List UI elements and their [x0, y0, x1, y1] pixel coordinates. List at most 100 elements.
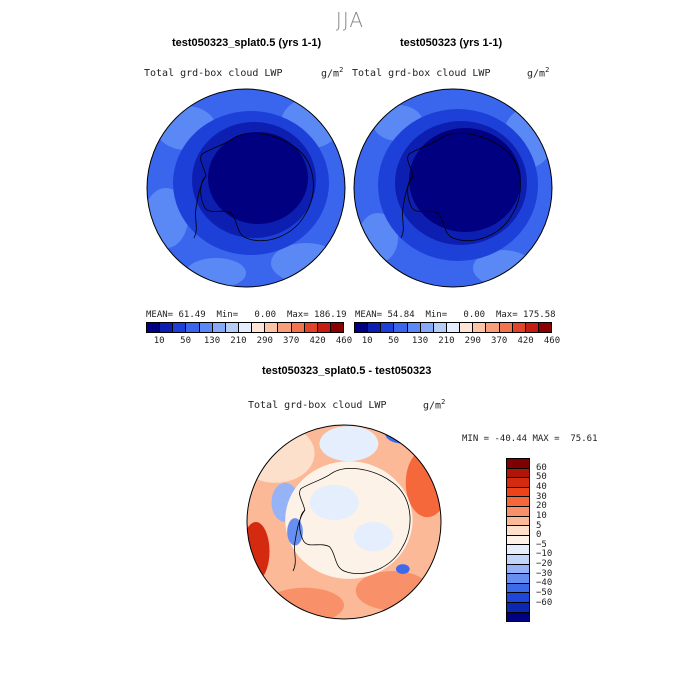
colorbar-swatch	[507, 593, 529, 603]
panel-2-polar-map	[353, 88, 553, 288]
colorbar-swatch	[265, 323, 279, 332]
colorbar-tick-label: 420	[309, 336, 326, 346]
colorbar-swatch	[212, 323, 226, 332]
panel-3-title: test050323_splat0.5 - test050323	[262, 365, 432, 377]
colorbar-swatch	[499, 323, 513, 332]
panel-2-title: test050323 (yrs 1-1)	[400, 37, 503, 49]
colorbar-tick-label: 290	[256, 336, 273, 346]
colorbar-tick-label: 50	[388, 336, 400, 346]
colorbar-tick-label: 460	[335, 336, 353, 346]
panel-1-title: test050323_splat0.5 (yrs 1-1)	[172, 37, 322, 49]
colorbar-swatch	[225, 323, 239, 332]
colorbar-swatch	[238, 323, 253, 332]
colorbar-tick-label: 5	[536, 520, 542, 531]
panel-2-units: g/m2	[527, 66, 550, 80]
colorbar-tick-label: −40	[536, 578, 553, 589]
colorbar-swatch	[507, 487, 529, 498]
colorbar-swatch	[507, 497, 529, 507]
colorbar-tick-label: 370	[491, 336, 508, 346]
colorbar-swatch	[304, 323, 318, 332]
colorbar-tick-label: −30	[536, 568, 553, 579]
colorbar-swatch	[507, 468, 529, 479]
colorbar-swatch	[507, 506, 529, 517]
colorbar-tick-label: 130	[203, 336, 221, 346]
colorbar-tick-label: −5	[536, 539, 547, 550]
colorbar-swatch	[173, 323, 187, 332]
panel-3-colorbar-labels: 60 50 40 30 20 10 5 0 −5 −10 −20 −30 −40 −50 −60	[536, 458, 576, 622]
colorbar-swatch	[355, 323, 369, 332]
panel-1-colorbar	[146, 322, 344, 333]
colorbar-swatch	[538, 323, 552, 332]
colorbar-swatch	[507, 602, 529, 613]
colorbar-swatch	[407, 323, 421, 332]
colorbar-swatch	[486, 323, 500, 332]
colorbar-tick-label: 210	[438, 336, 455, 346]
colorbar-swatch	[507, 459, 529, 469]
colorbar-swatch	[507, 564, 529, 575]
colorbar-tick-label: 10	[361, 336, 373, 346]
colorbar-swatch	[186, 323, 200, 332]
season-title: JJA	[335, 8, 365, 32]
colorbar-tick-label: −60	[536, 597, 553, 608]
colorbar-swatch	[507, 545, 529, 555]
panel-2-stats: MEAN= 54.84 Min= 0.00 Max= 175.58	[355, 310, 556, 320]
panel-2-colorbar-labels: 10 50 130 210 290 370 420 460	[354, 336, 560, 348]
colorbar-swatch	[507, 478, 529, 488]
colorbar-tick-label: 30	[536, 491, 547, 502]
colorbar-swatch	[160, 323, 174, 332]
colorbar-swatch	[512, 323, 526, 332]
colorbar-swatch	[507, 554, 529, 565]
panel-3-colorbar	[506, 458, 530, 622]
colorbar-swatch	[507, 516, 529, 527]
colorbar-tick-label: 130	[411, 336, 429, 346]
colorbar-tick-label: 460	[543, 336, 561, 346]
colorbar-tick-label: 50	[180, 336, 192, 346]
colorbar-swatch	[330, 323, 344, 332]
colorbar-tick-label: 210	[230, 336, 247, 346]
colorbar-tick-label: 60	[536, 462, 547, 473]
colorbar-swatch	[446, 323, 461, 332]
colorbar-swatch	[507, 612, 529, 622]
panel-1-units: g/m2	[321, 66, 344, 80]
colorbar-swatch	[473, 323, 487, 332]
colorbar-swatch	[291, 323, 305, 332]
colorbar-tick-label: 370	[283, 336, 300, 346]
colorbar-tick-label: −50	[536, 588, 553, 599]
colorbar-swatch	[199, 323, 213, 332]
colorbar-tick-label: 10	[153, 336, 165, 346]
colorbar-swatch	[368, 323, 382, 332]
colorbar-swatch	[460, 323, 474, 332]
colorbar-tick-label: 10	[536, 510, 547, 521]
colorbar-tick-label: 0	[536, 530, 542, 541]
colorbar-swatch	[147, 323, 161, 332]
colorbar-swatch	[507, 526, 529, 536]
panel-3-stats: MIN = -40.44 MAX = 75.61	[462, 434, 598, 444]
panel-1-stats: MEAN= 61.49 Min= 0.00 Max= 186.19	[146, 310, 347, 320]
colorbar-tick-label: 420	[517, 336, 534, 346]
colorbar-tick-label: 20	[536, 501, 547, 512]
panel-3-polar-map	[246, 424, 442, 620]
colorbar-swatch	[507, 574, 529, 584]
colorbar-swatch	[381, 323, 395, 332]
panel-1-colorbar-labels: 10 50 130 210 290 370 420 460	[146, 336, 352, 348]
panel-3-units: g/m2	[423, 398, 446, 412]
colorbar-swatch	[507, 535, 529, 546]
panel-2-colorbar	[354, 322, 552, 333]
panel-1-polar-map	[146, 88, 346, 288]
colorbar-swatch	[420, 323, 434, 332]
colorbar-tick-label: 50	[536, 472, 547, 483]
colorbar-swatch	[394, 323, 408, 332]
colorbar-swatch	[252, 323, 266, 332]
colorbar-swatch	[525, 323, 539, 332]
colorbar-tick-label: −10	[536, 549, 553, 560]
colorbar-swatch	[317, 323, 331, 332]
colorbar-tick-label: 40	[536, 481, 547, 492]
panel-2-variable: Total grd-box cloud LWP	[352, 68, 491, 79]
colorbar-swatch	[278, 323, 292, 332]
colorbar-tick-label: −20	[536, 559, 553, 570]
panel-3-variable: Total grd-box cloud LWP	[248, 400, 387, 411]
panel-1-variable: Total grd-box cloud LWP	[144, 68, 283, 79]
colorbar-swatch	[507, 583, 529, 594]
colorbar-swatch	[433, 323, 447, 332]
colorbar-tick-label: 290	[464, 336, 481, 346]
